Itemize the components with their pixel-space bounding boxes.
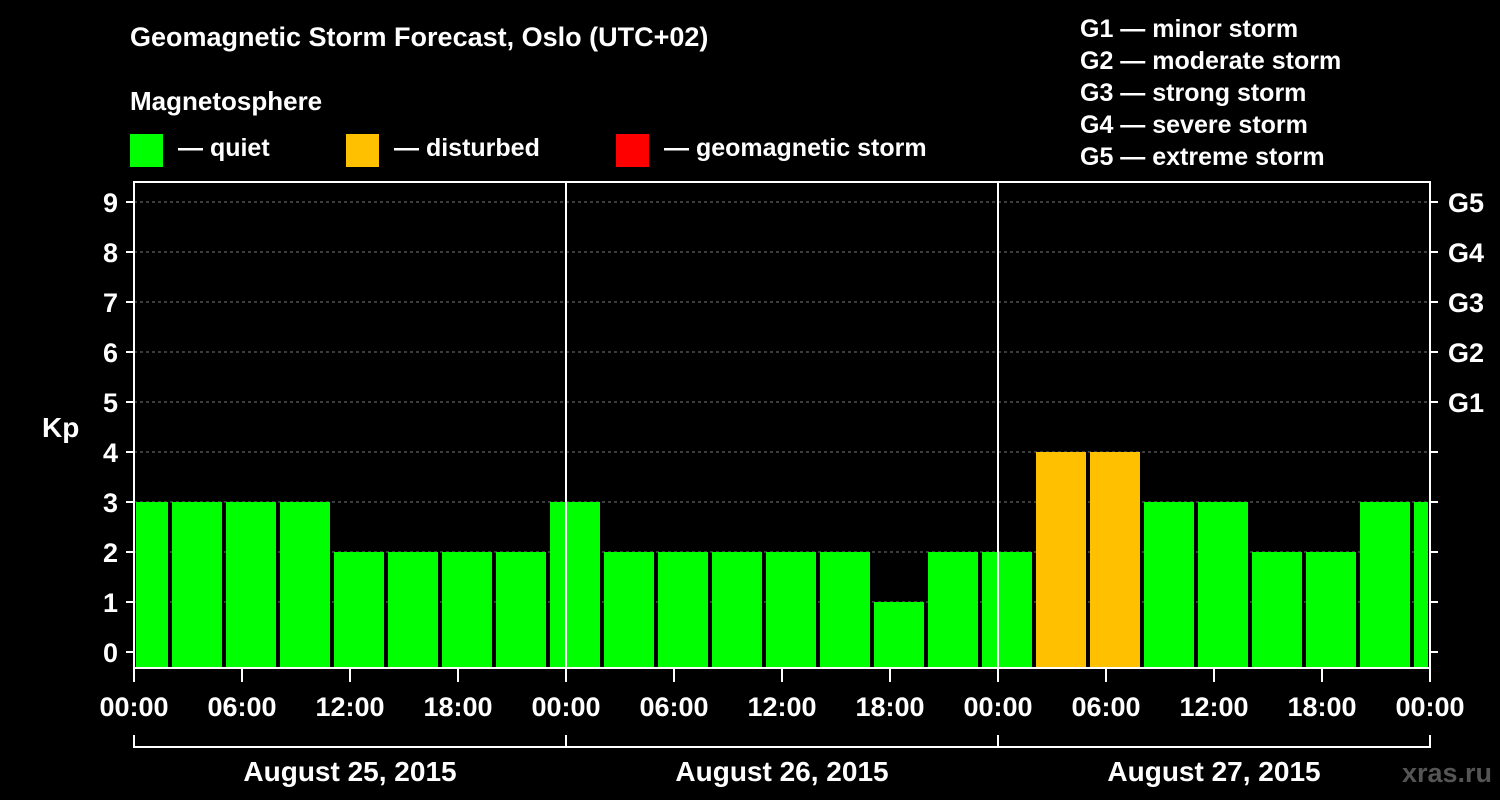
y-axis-label: Kp xyxy=(42,412,80,443)
x-tick-label: 06:00 xyxy=(207,692,276,722)
storm-level-legend: G1 — minor storm G2 — moderate storm G3 … xyxy=(1080,13,1341,173)
storm-level-g3: G3 — strong storm xyxy=(1080,79,1307,107)
date-label: August 26, 2015 xyxy=(675,756,888,787)
chart-title: Geomagnetic Storm Forecast, Oslo (UTC+02… xyxy=(130,22,709,52)
storm-level-g5: G5 — extreme storm xyxy=(1080,143,1325,171)
y-tick-label: 8 xyxy=(103,238,118,268)
kp-bar xyxy=(604,552,654,668)
kp-bar xyxy=(928,552,978,668)
x-tick-label: 06:00 xyxy=(1071,692,1140,722)
magnetosphere-label: Magnetosphere xyxy=(130,86,323,116)
storm-swatch xyxy=(616,134,649,167)
kp-bar xyxy=(280,502,330,668)
kp-bar xyxy=(226,502,276,668)
kp-bar xyxy=(1252,552,1302,668)
kp-bar xyxy=(1036,452,1086,668)
x-tick-label: 12:00 xyxy=(315,692,384,722)
kp-bar xyxy=(1306,552,1356,668)
watermark: xras.ru xyxy=(1401,758,1492,788)
kp-bar xyxy=(550,502,600,668)
x-tick-label: 12:00 xyxy=(1179,692,1248,722)
y-tick-label: 6 xyxy=(103,338,118,368)
x-tick-label: 18:00 xyxy=(855,692,924,722)
kp-bar xyxy=(1090,452,1140,668)
quiet-swatch xyxy=(130,134,163,167)
kp-bar xyxy=(496,552,546,668)
kp-bar xyxy=(1360,502,1410,668)
kp-bar xyxy=(766,552,816,668)
y-tick-label: 1 xyxy=(103,588,118,618)
g-level-label: G5 xyxy=(1448,188,1484,218)
kp-bar xyxy=(1144,502,1194,668)
legend-quiet: — quiet xyxy=(178,134,270,162)
kp-bar xyxy=(172,502,222,668)
x-tick-label: 06:00 xyxy=(639,692,708,722)
x-tick-label: 18:00 xyxy=(1287,692,1356,722)
date-label: August 27, 2015 xyxy=(1107,756,1320,787)
x-tick-label: 00:00 xyxy=(963,692,1032,722)
y-tick-label: 4 xyxy=(103,438,118,468)
x-tick-label: 00:00 xyxy=(99,692,168,722)
kp-bar xyxy=(1414,502,1428,668)
kp-bar xyxy=(442,552,492,668)
kp-bar xyxy=(334,552,384,668)
x-tick-label: 12:00 xyxy=(747,692,816,722)
y-tick-label: 7 xyxy=(103,288,118,318)
kp-bar xyxy=(136,502,168,668)
y-tick-label: 3 xyxy=(103,488,118,518)
x-tick-label: 18:00 xyxy=(423,692,492,722)
kp-bar xyxy=(982,552,1032,668)
x-tick-label: 00:00 xyxy=(531,692,600,722)
g-level-label: G4 xyxy=(1448,238,1484,268)
g-level-label: G2 xyxy=(1448,338,1484,368)
kp-bar xyxy=(1198,502,1248,668)
kp-bar xyxy=(820,552,870,668)
y-tick-label: 0 xyxy=(103,638,118,668)
legend-storm: — geomagnetic storm xyxy=(664,134,927,162)
kp-bar xyxy=(712,552,762,668)
kp-bar xyxy=(388,552,438,668)
g-level-label: G3 xyxy=(1448,288,1484,318)
y-tick-label: 5 xyxy=(103,388,118,418)
storm-level-g1: G1 — minor storm xyxy=(1080,15,1299,43)
legend-disturbed: — disturbed xyxy=(394,134,540,162)
storm-level-g2: G2 — moderate storm xyxy=(1080,47,1342,75)
disturbed-swatch xyxy=(346,134,379,167)
kp-bar xyxy=(874,602,924,668)
x-tick-label: 00:00 xyxy=(1395,692,1464,722)
date-label: August 25, 2015 xyxy=(243,756,456,787)
kp-bar xyxy=(658,552,708,668)
storm-level-g4: G4 — severe storm xyxy=(1080,111,1308,139)
g-level-label: G1 xyxy=(1448,388,1484,418)
y-tick-label: 9 xyxy=(103,188,118,218)
y-tick-label: 2 xyxy=(103,538,118,568)
